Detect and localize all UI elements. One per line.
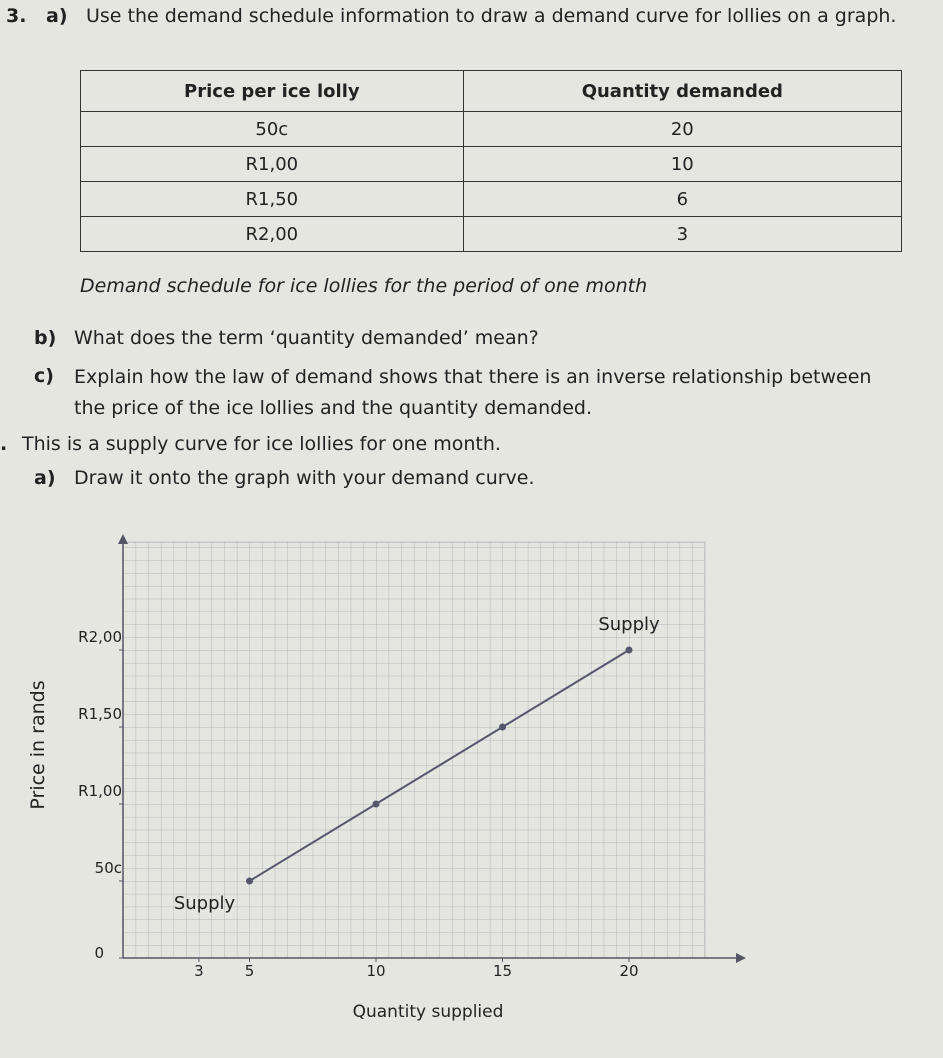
part-label: a) (34, 467, 56, 489)
part-label: c) (34, 365, 54, 387)
y-tick-label: 0 (94, 944, 104, 962)
q-number: . (0, 433, 8, 455)
y-arrow (118, 534, 128, 544)
cell: R1,50 (80, 181, 464, 217)
header-cell: Quantity demanded (462, 70, 903, 112)
question-text: Use the demand schedule information to d… (86, 5, 897, 27)
part-label: a) (46, 5, 68, 27)
x-tick-label: 20 (619, 962, 638, 980)
demand-table: Price per ice lolly Quantity demanded 50c… (80, 70, 903, 252)
point (625, 646, 633, 654)
supply-line (248, 649, 630, 882)
cell: 3 (462, 216, 903, 252)
y-axis-label: Price in rands (27, 680, 49, 809)
x-tick-label: 3 (194, 962, 204, 980)
grid (122, 541, 706, 959)
table-caption: Demand schedule for ice lollies for the … (80, 275, 648, 297)
annotation: Supply (174, 893, 236, 914)
point (372, 800, 380, 808)
y-tick-label: R2,00 (78, 628, 122, 646)
point (246, 877, 253, 885)
cell: 20 (462, 111, 903, 147)
x-tick-label: 10 (366, 962, 385, 980)
question-text: This is a supply curve for ice lollies f… (22, 433, 501, 455)
x-arrow (736, 953, 746, 963)
x-tick-label: 15 (493, 962, 512, 980)
question-text: Explain how the law of demand shows that… (74, 366, 872, 419)
cell: R2,00 (80, 216, 464, 252)
supply-chart: Quantity supplied Price in rands 0 50c R1,… (27, 534, 746, 1022)
y-tick-label: R1,50 (78, 705, 122, 723)
part-label: b) (34, 327, 57, 349)
y-tick-label: 50c (95, 859, 122, 877)
cell: 6 (462, 181, 903, 217)
question-text: What does the term ‘quantity demanded’ m… (74, 327, 539, 349)
x-axis-label: Quantity supplied (353, 1002, 504, 1022)
q-number: 3. (6, 5, 27, 27)
header-cell: Price per ice lolly (80, 70, 464, 112)
question-text: Draw it onto the graph with your demand … (74, 467, 535, 489)
point (499, 723, 506, 731)
x-tick-label: 5 (245, 962, 255, 980)
cell: 50c (80, 111, 464, 147)
y-tick-label: R1,00 (78, 782, 122, 800)
series-label: Supply (598, 614, 660, 635)
cell: 10 (462, 146, 903, 182)
cell: R1,00 (80, 146, 464, 182)
